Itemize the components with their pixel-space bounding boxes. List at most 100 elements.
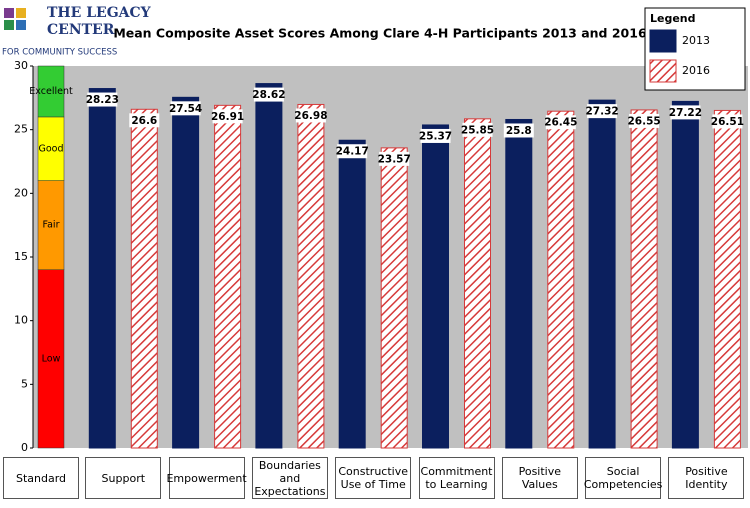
x-tick-label: Boundaries and Expectations	[251, 457, 328, 499]
x-tick-label: Commitment to Learning	[418, 457, 495, 499]
data-label: 28.62	[252, 87, 286, 102]
data-label-text: 26.6	[131, 115, 157, 127]
bar	[422, 124, 449, 449]
data-label-box	[129, 113, 160, 128]
data-label: 26.55	[627, 113, 661, 128]
bar	[380, 147, 408, 449]
data-label-box	[712, 114, 743, 129]
logo-icon	[4, 8, 14, 18]
bar	[297, 103, 325, 449]
logo-text: THE LEGACY	[47, 5, 152, 21]
bar	[338, 139, 366, 449]
data-label-box	[503, 123, 534, 138]
data-label-box	[337, 144, 368, 159]
data-label: 25.85	[461, 122, 494, 137]
bar	[88, 88, 116, 449]
bar	[255, 83, 283, 449]
logo-icon	[16, 8, 26, 18]
legend-swatch	[649, 59, 677, 83]
data-label: 26.6	[129, 113, 160, 128]
bar	[172, 96, 200, 449]
legend-swatch	[649, 29, 677, 53]
data-label-box	[545, 115, 576, 130]
data-label-box	[462, 122, 493, 137]
logo-text: FOR COMMUNITY SUCCESS	[2, 48, 117, 58]
bar	[505, 118, 533, 449]
bar	[630, 109, 658, 449]
bar	[214, 104, 242, 449]
data-label: 25.37	[419, 128, 452, 143]
data-label-text: 25.37	[419, 130, 452, 142]
x-tick-label: Empowerment	[166, 457, 247, 499]
data-label-box	[87, 92, 118, 107]
y-tick-label: 5	[21, 377, 28, 390]
logo-text: CENTER	[47, 22, 115, 38]
data-label-text: 25.8	[506, 125, 532, 137]
bar	[671, 100, 699, 449]
logo: THE LEGACY CENTER FOR COMMUNITY SUCCESS	[2, 5, 152, 58]
logo-icon	[4, 20, 14, 30]
data-label-text: 26.55	[627, 115, 660, 127]
standard-segment	[37, 65, 65, 118]
standard-segment	[37, 116, 65, 181]
x-tick-label: Support	[85, 457, 162, 499]
data-label-box	[379, 151, 410, 166]
data-label-text: 27.54	[169, 103, 202, 115]
bar	[464, 118, 491, 449]
data-label-text: 26.51	[711, 116, 744, 128]
y-tick-label: 15	[14, 250, 28, 263]
y-tick-label: 25	[14, 123, 28, 136]
data-label: 27.22	[669, 105, 702, 120]
data-label-box	[670, 105, 701, 120]
y-tick-label: 0	[21, 441, 28, 454]
data-label-text: 26.98	[294, 110, 327, 122]
data-label: 26.98	[294, 108, 328, 123]
data-label-text: 24.17	[336, 146, 369, 158]
legend-label: 2013	[682, 34, 710, 47]
standard-segment	[37, 180, 65, 270]
x-tick-label: Standard	[3, 457, 79, 499]
data-label: 26.91	[211, 109, 244, 124]
y-tick-label: 30	[14, 59, 28, 72]
bar	[588, 99, 616, 449]
data-label: 27.54	[169, 101, 202, 116]
logo-icon	[16, 20, 26, 30]
data-label: 28.23	[86, 92, 119, 107]
legend-title: Legend	[650, 12, 696, 25]
standard-label: Good	[38, 143, 63, 154]
data-label-box	[420, 128, 451, 143]
data-label: 27.32	[585, 104, 619, 119]
legend-label: 2016	[682, 64, 710, 77]
x-tick-label: Positive Identity	[668, 457, 745, 499]
data-label: 24.17	[336, 144, 369, 159]
data-label: 26.51	[711, 114, 744, 129]
x-tick-label: Social Competencies	[584, 457, 662, 499]
y-tick-label: 10	[14, 314, 28, 327]
standard-label: Low	[42, 353, 61, 364]
x-tick-label: Constructive Use of Time	[335, 457, 412, 499]
data-label-text: 25.85	[461, 124, 494, 136]
data-label-text: 28.23	[86, 94, 119, 106]
bar	[547, 110, 575, 449]
bar	[130, 108, 158, 449]
data-label-text: 26.91	[211, 111, 244, 123]
chart-title: Mean Composite Asset Scores Among Clare …	[113, 26, 647, 41]
data-label-text: 27.32	[585, 106, 618, 118]
x-tick-label: Positive Values	[501, 457, 578, 499]
data-label-box	[253, 87, 284, 102]
data-label-box	[212, 109, 243, 124]
data-label-box	[587, 104, 618, 119]
data-label-text: 26.45	[544, 117, 577, 129]
standard-label: Fair	[43, 220, 60, 231]
data-label-box	[170, 101, 201, 116]
standard-label: Excellent	[29, 86, 73, 97]
data-label-text: 23.57	[378, 153, 411, 165]
data-label-box	[629, 113, 660, 128]
y-tick-label: 20	[14, 186, 28, 199]
data-label-box	[295, 108, 326, 123]
data-label: 26.45	[544, 115, 577, 130]
data-label: 23.57	[378, 151, 411, 166]
data-label-text: 27.22	[669, 107, 702, 119]
